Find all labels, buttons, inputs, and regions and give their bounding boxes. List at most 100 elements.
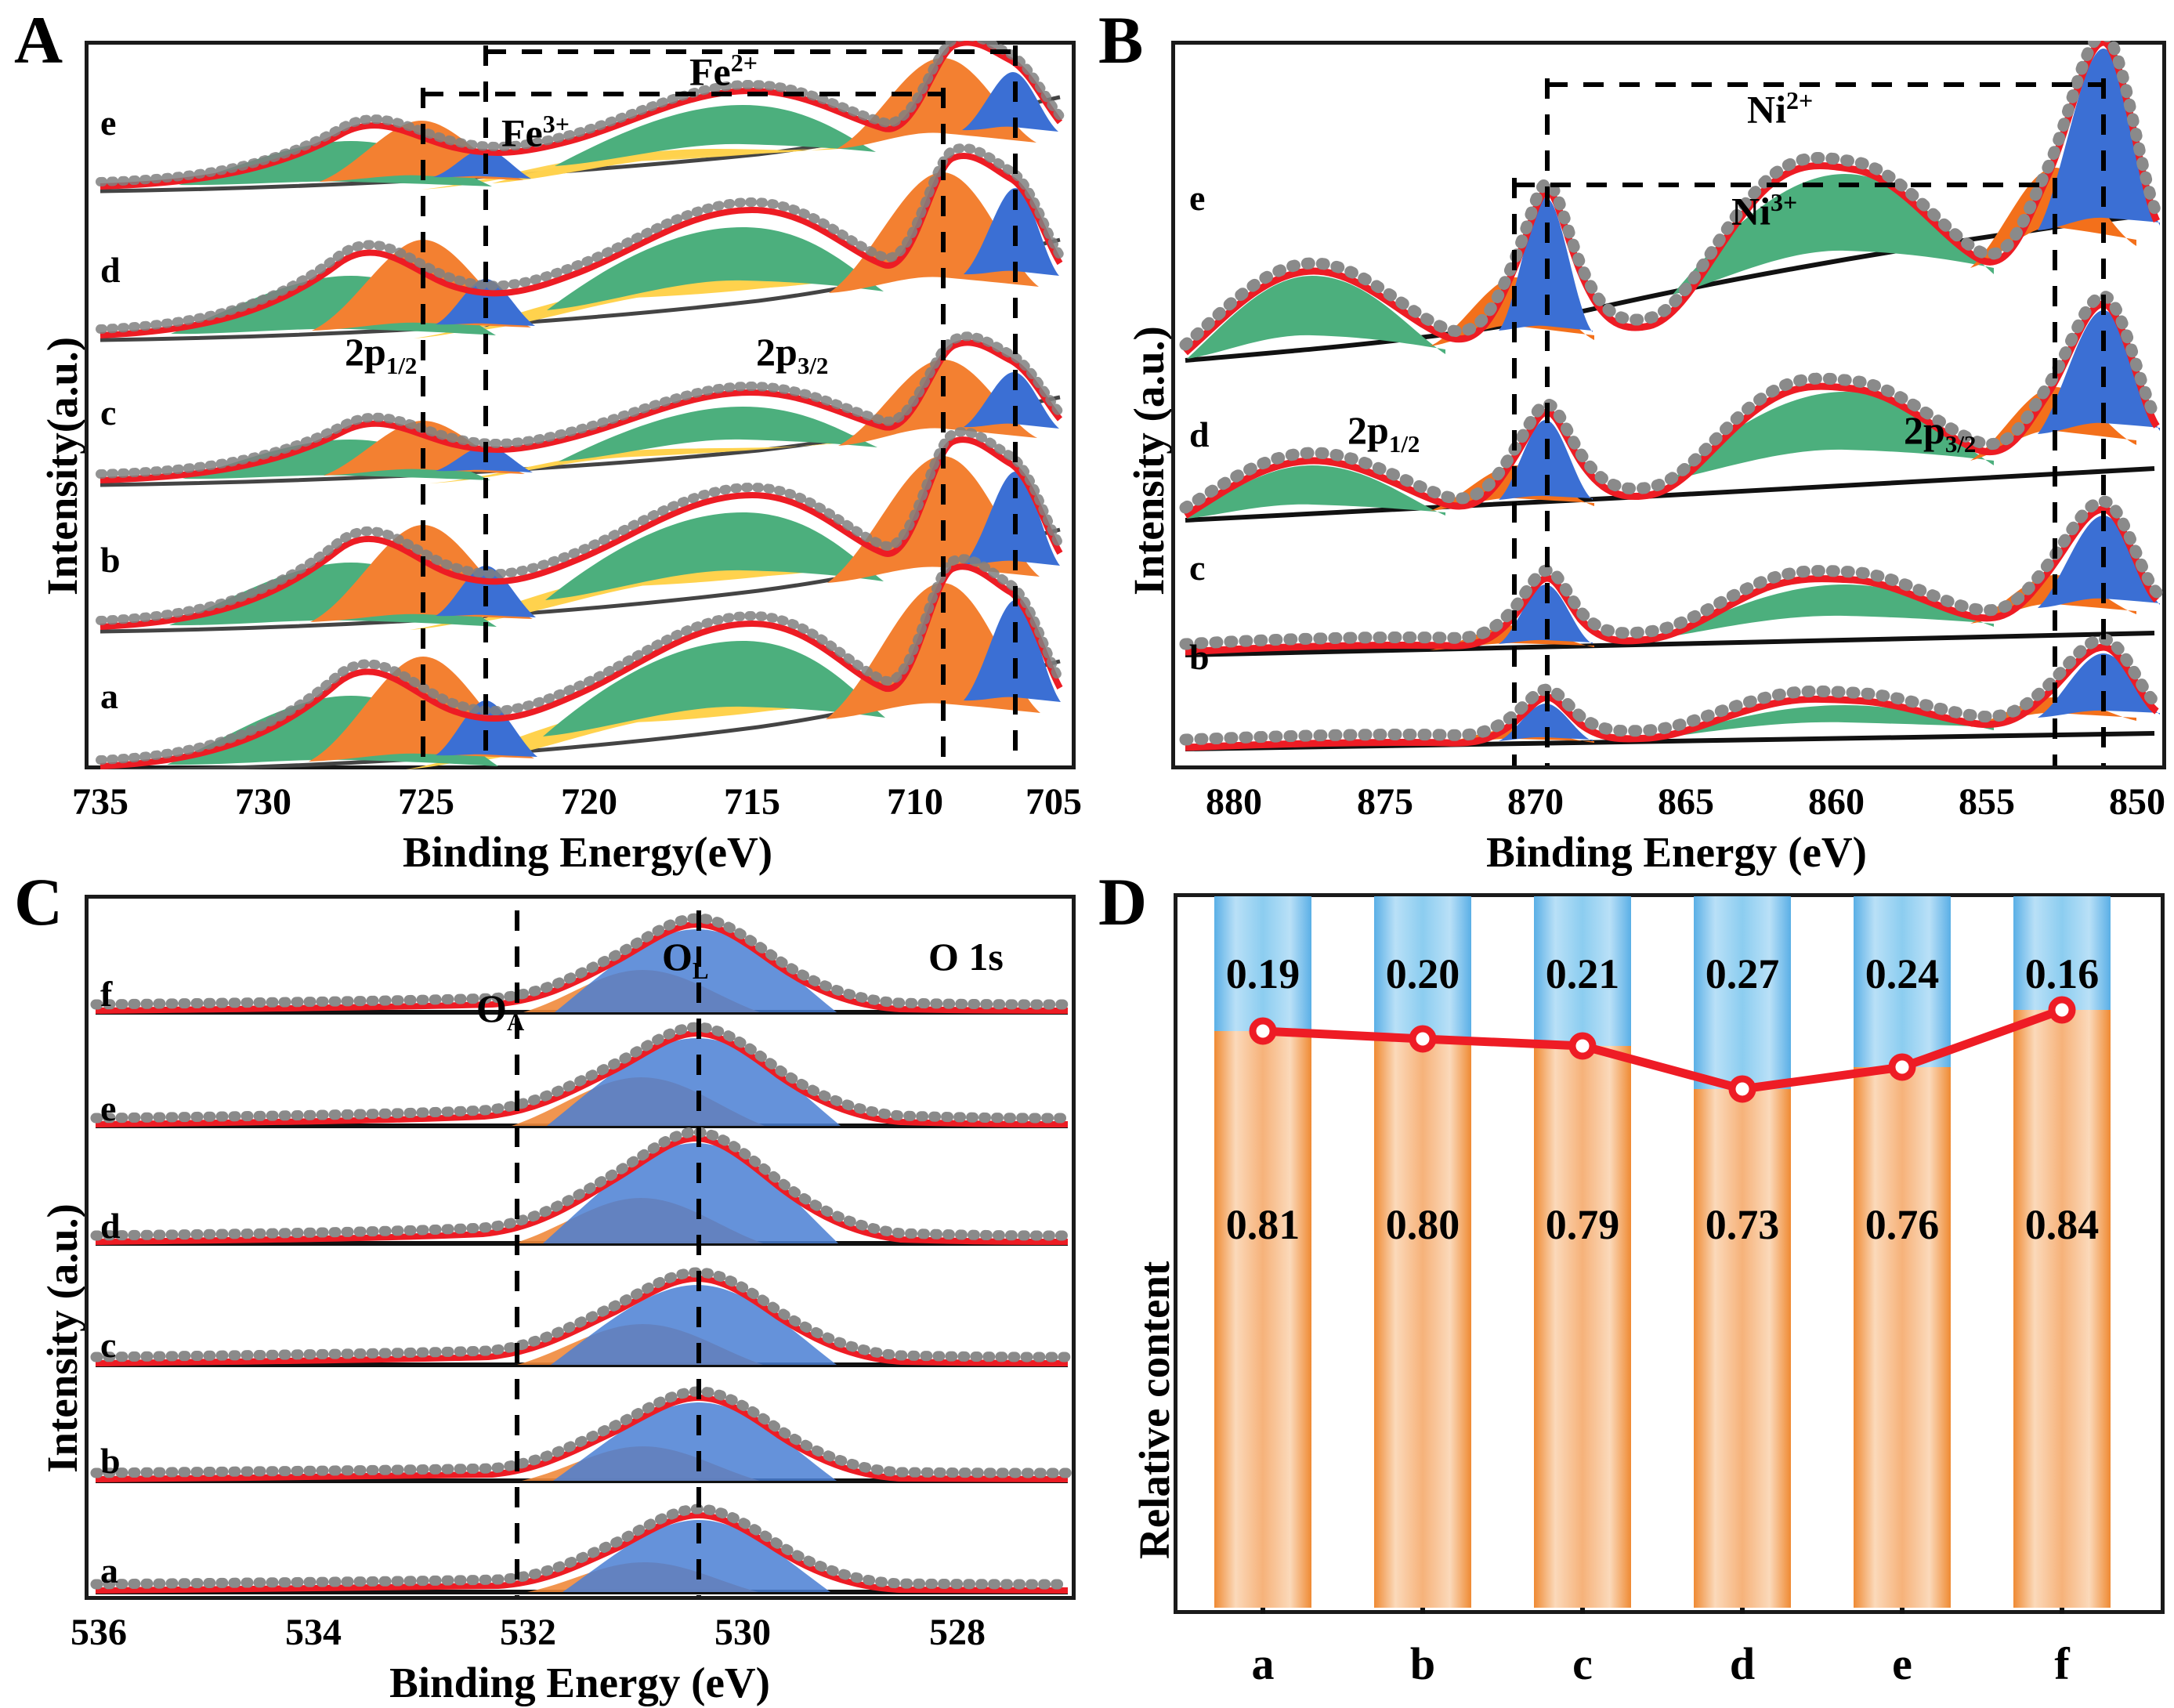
panel-a-curve-c	[96, 331, 1065, 487]
panel-b-letter: B	[1098, 2, 1144, 78]
panel-b: B Intensity (a.u.)	[1089, 0, 2174, 876]
panel-a-tick-735: 735	[72, 781, 128, 823]
panel-b-annotation-ni2: Ni2+	[1747, 86, 1814, 132]
panel-a-tick-720: 720	[561, 781, 617, 823]
panel-a-curve-label-b: b	[100, 540, 121, 580]
panel-b-tick-880: 880	[1206, 781, 1262, 823]
panel-d-marker-f	[2048, 996, 2076, 1024]
panel-d-value-orange-e: 0.76	[1865, 1201, 1940, 1248]
panel-d-category-b: b	[1409, 1638, 1436, 1689]
panel-d-value-orange-c: 0.79	[1545, 1201, 1620, 1248]
panel-d-y-axis-label: Relative content	[1130, 1261, 1178, 1559]
panel-d-value-blue-c: 0.21	[1545, 950, 1620, 997]
panel-d: D Relative content	[1089, 854, 2174, 1708]
panel-d-letter: D	[1098, 864, 1148, 939]
panel-a: A Intensity(a.u.)	[0, 0, 1089, 876]
panel-c-tick-532: 532	[500, 1612, 556, 1653]
panel-a-tick-715: 715	[724, 781, 780, 823]
panel-b-curve-label-c: c	[1189, 548, 1206, 588]
panel-a-tick-710: 710	[887, 781, 943, 823]
panel-b-curve-label-e: e	[1189, 178, 1206, 218]
panel-b-curve-b	[1179, 633, 2163, 751]
panel-a-tick-730: 730	[235, 781, 291, 823]
panel-b-curve-label-b: b	[1189, 637, 1210, 677]
panel-b-curve-e	[1179, 41, 2163, 363]
panel-c-curve-label-d: d	[100, 1206, 121, 1246]
panel-d-category-a: a	[1251, 1638, 1275, 1689]
panel-c-curve-f	[90, 913, 1073, 1015]
panel-d-value-blue-e: 0.24	[1865, 950, 1940, 997]
panel-b-curve-c	[1179, 495, 2163, 657]
panel-b-annotation-2p12: 2p1/2	[1347, 408, 1420, 458]
panel-a-annotation-fe3: Fe3+	[501, 110, 570, 155]
panel-a-curve-label-d: d	[100, 250, 121, 290]
panel-d-category-e: e	[1892, 1638, 1912, 1689]
panel-d-x-ticks	[1261, 1608, 2064, 1614]
panel-c-curve-a	[90, 1504, 1073, 1594]
panel-a-annotation-2p12: 2p1/2	[345, 330, 418, 379]
panel-b-tick-855: 855	[1959, 781, 2015, 823]
panel-d-bars	[1214, 896, 2111, 1608]
panel-a-curve-a	[96, 554, 1065, 769]
panel-b-annotation-ni3: Ni3+	[1731, 188, 1798, 233]
panel-c: C Intensity (a.u.)	[0, 854, 1089, 1708]
panel-a-annotation-2p32: 2p3/2	[756, 330, 829, 379]
panel-c-tick-528: 528	[929, 1612, 986, 1653]
panel-d-value-orange-f: 0.84	[2024, 1201, 2100, 1248]
panel-c-curve-b	[90, 1386, 1073, 1483]
panel-c-annotation-ol: OL	[662, 935, 709, 984]
panel-b-annotation-2p32: 2p3/2	[1904, 408, 1977, 458]
panel-c-tick-536: 536	[71, 1612, 127, 1653]
panel-d-category-f: f	[2054, 1638, 2070, 1689]
panel-c-curve-label-c: c	[100, 1325, 117, 1365]
panel-d-value-orange-a: 0.81	[1225, 1201, 1300, 1248]
panel-b-tick-865: 865	[1658, 781, 1714, 823]
panel-a-curve-label-e: e	[100, 103, 117, 143]
panel-d-plot-frame	[1174, 893, 2165, 1614]
panel-b-spectra	[1179, 41, 2163, 765]
panel-c-annotation-o1s: O 1s	[928, 935, 1004, 979]
panel-c-curve-c	[90, 1267, 1073, 1367]
panel-a-tick-705: 705	[1026, 781, 1082, 823]
panel-d-value-blue-d: 0.27	[1705, 950, 1780, 997]
panel-c-tick-530: 530	[714, 1612, 771, 1653]
panel-b-tick-860: 860	[1808, 781, 1865, 823]
panel-b-y-axis-label: Intensity (a.u.)	[1125, 326, 1173, 595]
panel-a-curve-d	[96, 143, 1065, 342]
panel-b-x-axis-label: Binding Energy (eV)	[1486, 828, 1867, 876]
panel-d-trend-line	[1249, 996, 2076, 1103]
panel-d-value-blue-b: 0.20	[1385, 950, 1460, 997]
panel-c-curve-label-f: f	[100, 974, 113, 1014]
panel-c-spectra	[90, 910, 1073, 1596]
panel-b-tick-870: 870	[1507, 781, 1564, 823]
panel-b-guide-lines	[1512, 78, 2106, 765]
panel-c-guide-lines	[515, 910, 701, 1596]
panel-c-annotation-oa: OA	[476, 986, 525, 1036]
panel-d-marker-c	[1568, 1032, 1597, 1060]
panel-d-marker-b	[1409, 1025, 1437, 1053]
panel-a-guide-lines	[421, 45, 1018, 765]
panel-a-curve-label-c: c	[100, 393, 117, 432]
panel-a-letter: A	[14, 2, 63, 78]
panel-d-category-c: c	[1572, 1638, 1593, 1689]
panel-a-tick-725: 725	[398, 781, 454, 823]
panel-d-value-orange-b: 0.80	[1385, 1201, 1460, 1248]
panel-d-marker-a	[1249, 1017, 1277, 1045]
panel-d-marker-d	[1728, 1075, 1756, 1103]
panel-c-tick-534: 534	[285, 1612, 342, 1653]
panel-d-marker-e	[1888, 1053, 1916, 1081]
panel-c-y-axis-label: Intensity (a.u.)	[38, 1203, 86, 1473]
panel-a-y-axis-label: Intensity(a.u.)	[38, 336, 86, 595]
panel-a-spectra	[96, 41, 1065, 769]
panel-c-curve-label-a: a	[100, 1551, 118, 1590]
panel-a-x-axis-label: Binding Energy(eV)	[402, 828, 773, 876]
panel-d-value-blue-f: 0.16	[2024, 950, 2100, 997]
panel-c-letter: C	[14, 864, 63, 939]
panel-d-category-d: d	[1729, 1638, 1756, 1689]
panel-b-tick-850: 850	[2109, 781, 2165, 823]
panel-c-curve-label-e: e	[100, 1088, 117, 1128]
panel-a-curve-label-a: a	[100, 676, 118, 716]
panel-b-tick-875: 875	[1357, 781, 1413, 823]
panel-c-x-axis-label: Binding Energy (eV)	[389, 1659, 770, 1706]
panel-c-curve-label-b: b	[100, 1441, 121, 1481]
